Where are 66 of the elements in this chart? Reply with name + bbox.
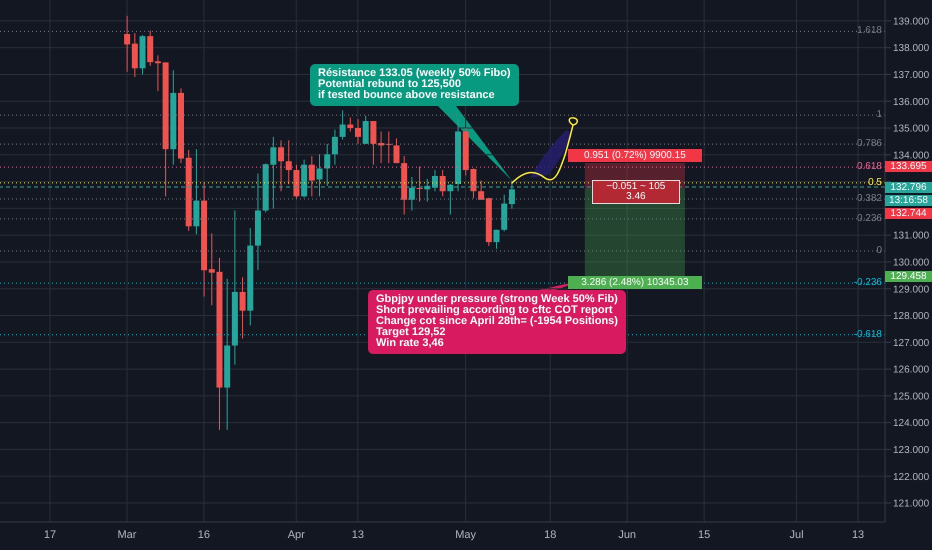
annotation: 0 <box>876 244 882 258</box>
x-tick-label: 17 <box>44 528 56 541</box>
y-tick-label: 122.000 <box>893 472 930 483</box>
text: 132.744 <box>885 208 932 219</box>
y-tick-label: 135.000 <box>893 124 930 135</box>
x-tick-label: 13 <box>852 528 864 541</box>
annotation: 1 <box>876 108 882 122</box>
candlestick <box>324 143 330 186</box>
text: 129.458 <box>885 270 932 282</box>
y-tick-label: 126.000 <box>893 364 930 376</box>
x-tick-label: 13 <box>352 528 364 541</box>
annotation: Résistance 133.05 (weekly 50% Fibo) Potential rebund to 125,500 if tested bounce above resistance <box>310 64 519 106</box>
candlestick <box>393 138 400 164</box>
ref-line-label: 132.796 <box>885 182 932 193</box>
y-tick-label: 131.000 <box>893 230 930 242</box>
candlestick <box>362 115 369 144</box>
annotation: 0.382 <box>856 192 882 206</box>
candlestick <box>332 129 338 166</box>
annotation: 0.236 <box>856 212 882 226</box>
candlestick <box>308 156 315 197</box>
candlestick <box>470 168 476 199</box>
annotation: −0.051 ~ 105 3.46 <box>592 180 680 204</box>
x-tick-label: Jun <box>618 528 636 541</box>
x-tick-label: 15 <box>698 528 710 541</box>
annotation: -0.236 <box>854 276 882 290</box>
candlestick <box>240 276 246 340</box>
y-tick-label: 134.000 <box>893 150 930 162</box>
candlestick <box>494 229 500 250</box>
text: 13:16:58 <box>885 194 932 206</box>
price-label-box: 0.951 (0.72%) 9900.15 <box>568 148 702 162</box>
y-tick-label: 125.000 <box>893 391 930 402</box>
y-tick-label: 137.000 <box>893 70 930 82</box>
annotation: 1.618 <box>856 24 882 38</box>
price-label-box: 3.286 (2.48%) 10345.03 <box>568 276 702 290</box>
candlestick <box>416 166 423 202</box>
candlestick <box>478 180 484 200</box>
annotation: Gbpjpy under pressure (strong Week 50% Fib) Short prevailing according to cftc COT report Change cot since April 28th= (-1954 Positions) Target 129,52 Win rate 3,46 <box>368 290 626 354</box>
y-tick-label: 124.000 <box>893 418 930 430</box>
y-tick-label: 138.000 <box>893 43 930 54</box>
x-tick-label: 18 <box>544 528 556 541</box>
candlestick <box>340 110 346 140</box>
annotation: -0.618 <box>854 328 882 342</box>
y-tick-label: 121.000 <box>893 498 930 510</box>
x-tick-label: Jul <box>789 528 804 541</box>
x-tick-label: Apr <box>288 528 306 541</box>
candlestick <box>278 140 284 192</box>
candlestick <box>386 131 392 164</box>
y-tick-label: 129.000 <box>893 284 930 296</box>
y-tick-label: 127.000 <box>893 338 930 349</box>
y-tick-label: 130.000 <box>893 257 930 268</box>
candlestick <box>347 117 354 132</box>
candlestick <box>124 15 130 72</box>
x-tick-label: Mar <box>118 528 137 541</box>
x-tick-label: May <box>455 528 476 541</box>
y-tick-label: 123.000 <box>893 444 930 456</box>
annotation: 0.618 <box>856 160 882 174</box>
y-tick-label: 128.000 <box>893 311 930 322</box>
annotation: 0.786 <box>856 137 882 152</box>
annotation: 0.5 <box>868 176 882 190</box>
y-tick-label: 136.000 <box>893 96 930 108</box>
y-tick-label: 139.000 <box>893 16 930 28</box>
text: 133.695 <box>885 161 932 172</box>
candlestick <box>286 140 292 185</box>
candlestick <box>440 170 446 197</box>
candlestick <box>355 118 361 144</box>
x-tick-label: 16 <box>198 528 210 541</box>
